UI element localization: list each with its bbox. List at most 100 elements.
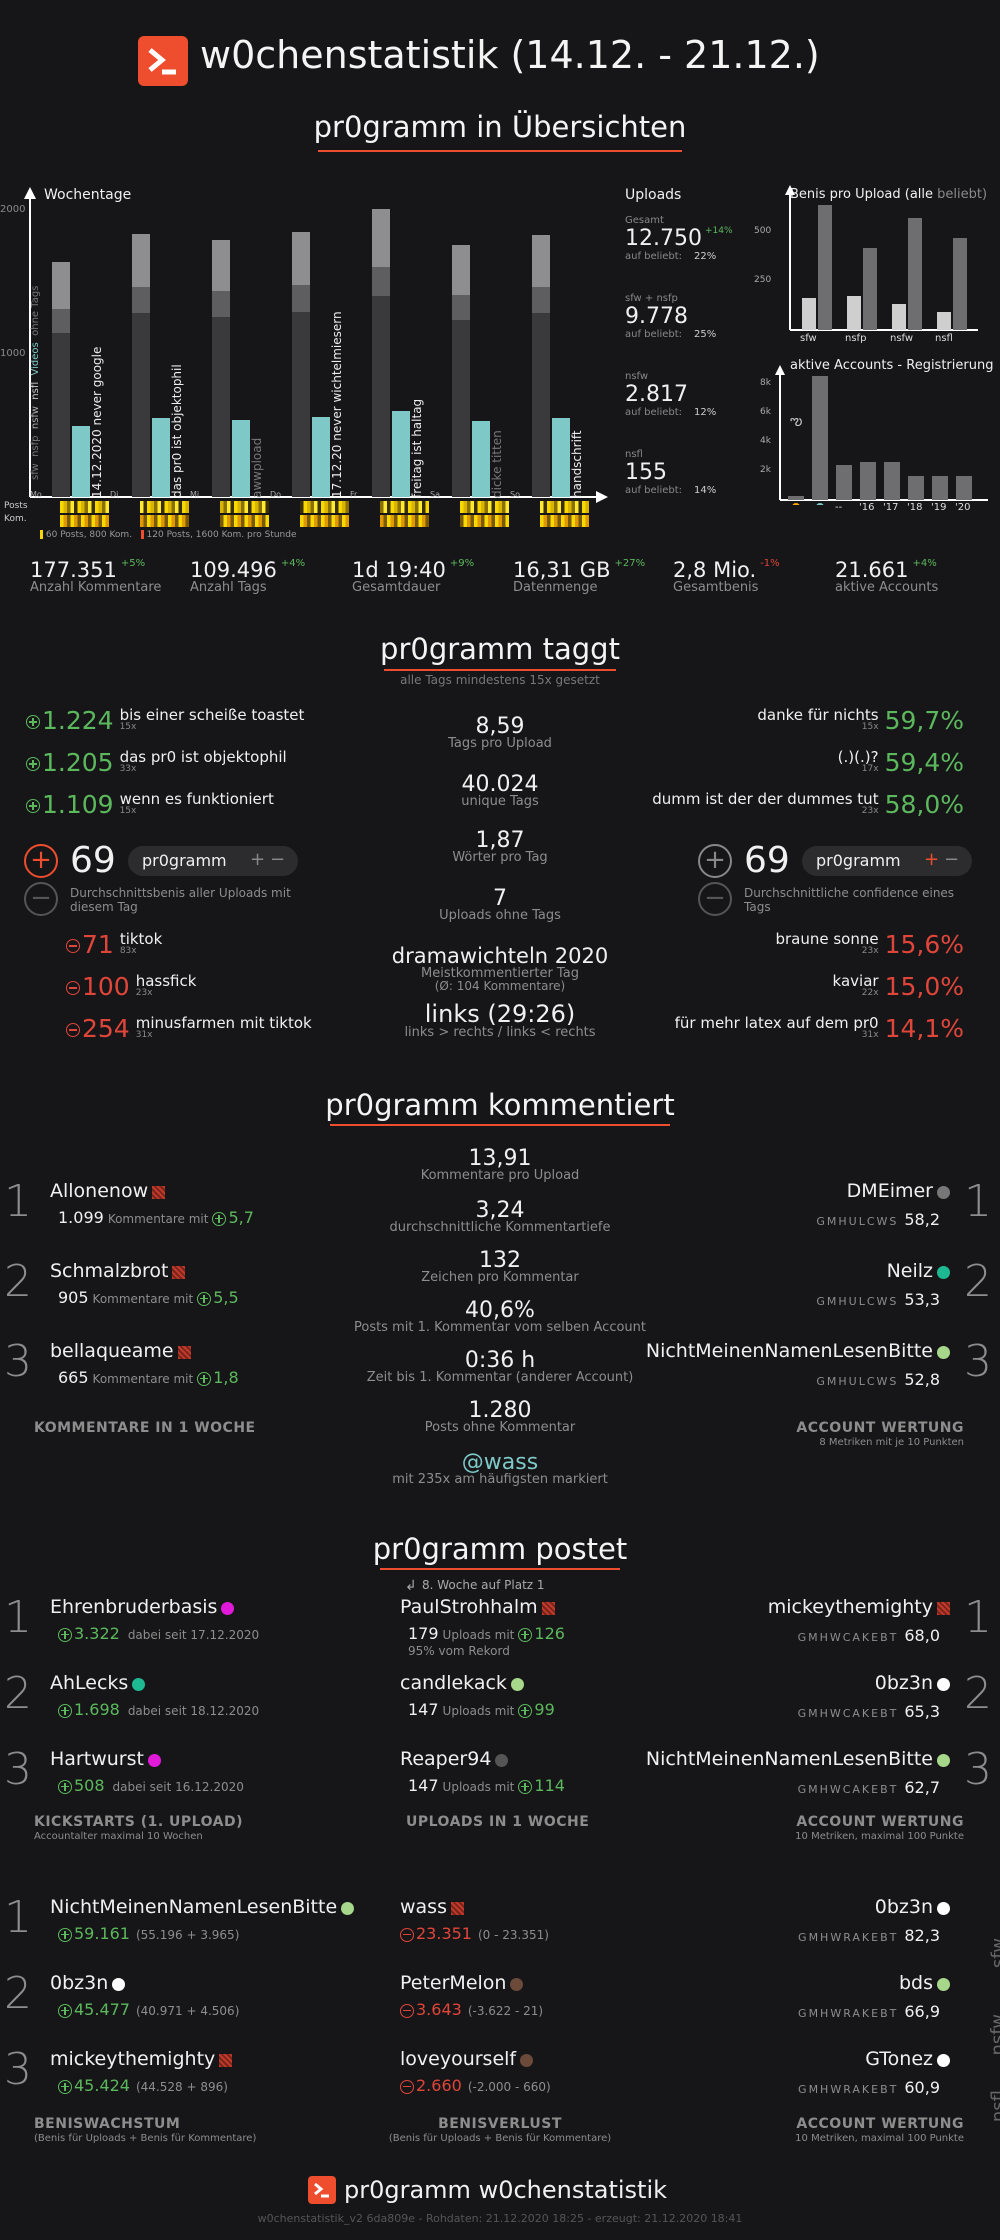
meistkommentiert: dramawichteln 2020 Meistkommentierter Tag… <box>330 944 670 993</box>
username-link[interactable]: wass <box>400 1896 447 1918</box>
username-link[interactable]: GTonez <box>865 2048 933 2070</box>
tag-name[interactable]: dumm ist der der dummes tut <box>652 790 879 808</box>
low-confidence-tag: braune sonne 23x 15,6% <box>775 930 964 959</box>
tag-pill[interactable]: pr0gramm + − <box>128 846 298 876</box>
day-bar-sfw <box>212 240 230 291</box>
minus-circle-icon <box>400 2003 414 2018</box>
username-link[interactable]: PeterMelon <box>400 1972 507 1994</box>
tag-name[interactable]: wenn es funktioniert <box>119 790 274 808</box>
verlust-benis-value: 2.660 <box>416 2076 462 2095</box>
kom-label: Kom. <box>4 514 27 524</box>
username-link[interactable]: loveyourself <box>400 2048 517 2070</box>
center-value: 1.280 <box>468 1398 532 1423</box>
mention-user-link[interactable]: @wass <box>461 1450 539 1475</box>
category-side-label: nsfw <box>988 2014 1000 2056</box>
decrease-button[interactable]: − <box>698 882 732 916</box>
username-link[interactable]: PaulStrohhalm <box>400 1596 538 1618</box>
username-link[interactable]: mickeythemighty <box>50 2048 216 2070</box>
stat-item: 1d 19:40 +9% Gesamtdauer <box>352 558 474 595</box>
pill-minus-icon[interactable]: − <box>944 849 960 870</box>
increase-button[interactable]: + <box>24 844 58 878</box>
beliebt-label: auf beliebt: <box>625 407 683 418</box>
verlust-detail: (0 - 23.351) <box>477 1928 549 1942</box>
tag-count: 15x <box>119 722 137 732</box>
rank-number: 1 <box>4 1176 32 1227</box>
username-link[interactable]: DMEimer <box>846 1180 933 1202</box>
center-label: Zeit bis 1. Kommentar (anderer Account) <box>366 1370 634 1385</box>
user-color-dot <box>132 1678 146 1691</box>
user-color-dot <box>937 1266 950 1279</box>
username-link[interactable]: Hartwurst <box>50 1748 144 1770</box>
footer-logo-icon <box>308 2176 336 2204</box>
tag-info: das pr0 ist objektophil 33x <box>120 748 287 774</box>
verlust-name-row: loveyourself <box>400 2048 534 2070</box>
tag-name[interactable]: bis einer scheiße toastet <box>119 706 305 724</box>
mention-stat: @wass mit 235x am häufigsten markiert <box>330 1450 670 1487</box>
acc-tick-2k: 2k <box>760 465 771 475</box>
pill-minus-icon[interactable]: − <box>270 849 286 870</box>
wachstum-detail: (55.196 + 3.965) <box>135 1928 240 1942</box>
uploads-delta: +14% <box>704 226 733 236</box>
accounts-bar <box>908 476 924 500</box>
username-link[interactable]: Reaper94 <box>400 1748 492 1770</box>
username-link[interactable]: Allonenow <box>50 1180 149 1202</box>
username-link[interactable]: 0bz3n <box>50 1972 109 1994</box>
username-link[interactable]: Ehrenbruderbasis <box>50 1596 218 1618</box>
tag-name[interactable]: danke für nichts <box>757 706 879 724</box>
username-link[interactable]: mickeythemighty <box>767 1596 933 1618</box>
center-label: Tags pro Upload <box>448 736 552 751</box>
comment-count: 1.099 <box>58 1208 104 1227</box>
tag-name[interactable]: kaviar <box>832 972 879 990</box>
commenter-name-row: Allonenow <box>50 1180 166 1202</box>
tag-info: bis einer scheiße toastet 15x <box>120 706 305 732</box>
username-link[interactable]: 0bz3n <box>874 1896 933 1918</box>
username-link[interactable]: NichtMeinenNamenLesenBitte <box>645 1340 933 1362</box>
plus-circle-icon <box>197 1291 212 1306</box>
account-score-row: GMHULCWS 58,2 <box>816 1210 940 1229</box>
username-link[interactable]: Neilz <box>886 1260 933 1282</box>
tag-pill-input[interactable]: pr0gramm <box>816 851 901 870</box>
decrease-button[interactable]: − <box>24 882 58 916</box>
user-badge-icon <box>177 1346 191 1359</box>
pill-plus-icon[interactable]: + <box>924 849 940 870</box>
acc-tick-8k: 8k <box>760 378 771 388</box>
username-link[interactable]: NichtMeinenNamenLesenBitte <box>50 1896 338 1918</box>
plus-circle-icon <box>197 1371 212 1386</box>
username-link[interactable]: bellaqueame <box>50 1340 174 1362</box>
increase-button[interactable]: + <box>698 844 732 878</box>
tag-name[interactable]: braune sonne <box>775 930 879 948</box>
day-top-tag: 14.12.2020 never google <box>90 346 104 498</box>
tag-name[interactable]: das pr0 ist objektophil <box>119 748 287 766</box>
uploads-item-value: 155 <box>625 460 745 485</box>
username-link[interactable]: bds <box>898 1972 933 1994</box>
tag-name[interactable]: für mehr latex auf dem pr0 <box>674 1014 879 1032</box>
account-name-row: 0bz3n <box>875 1896 950 1918</box>
heat-strip <box>540 501 589 527</box>
upload-benis: 99 <box>518 1700 555 1719</box>
user-color-dot <box>937 1678 950 1691</box>
tag-name[interactable]: minusfarmen mit tiktok <box>135 1014 312 1032</box>
username-link[interactable]: candlekack <box>400 1672 507 1694</box>
username-link[interactable]: 0bz3n <box>874 1672 933 1694</box>
username-link[interactable]: AhLecks <box>50 1672 129 1694</box>
meist-value[interactable]: dramawichteln 2020 <box>391 944 609 968</box>
stat-value-text: 109.496 <box>190 558 277 582</box>
pill-plus-icon[interactable]: + <box>250 849 266 870</box>
tag-pill[interactable]: pr0gramm + − <box>802 846 972 876</box>
rank-number: 1 <box>964 1592 992 1643</box>
uploads-item-label: sfw + nsfp <box>625 293 678 304</box>
username-link[interactable]: Schmalzbrot <box>50 1260 169 1282</box>
tag-pill-input[interactable]: pr0gramm <box>142 851 227 870</box>
verlust-stats: 3.643 (-3.622 - 21) <box>400 2000 543 2019</box>
tag-name[interactable]: hassfick <box>135 972 197 990</box>
username-link[interactable]: NichtMeinenNamenLesenBitte <box>645 1748 933 1770</box>
tag-name[interactable]: tiktok <box>119 930 163 948</box>
kick-benis: 508 <box>58 1776 105 1795</box>
tag-info: wenn es funktioniert 15x <box>120 790 274 816</box>
section-underline <box>318 150 682 152</box>
tag-name[interactable]: (.)(.)? <box>837 748 879 766</box>
wertung-caption: ACCOUNT WERTUNG <box>796 2116 964 2132</box>
tag-confidence: 14,1% <box>884 1014 964 1043</box>
rank-number: 2 <box>4 1256 32 1307</box>
wachstum-detail: (40.971 + 4.506) <box>135 2004 240 2018</box>
